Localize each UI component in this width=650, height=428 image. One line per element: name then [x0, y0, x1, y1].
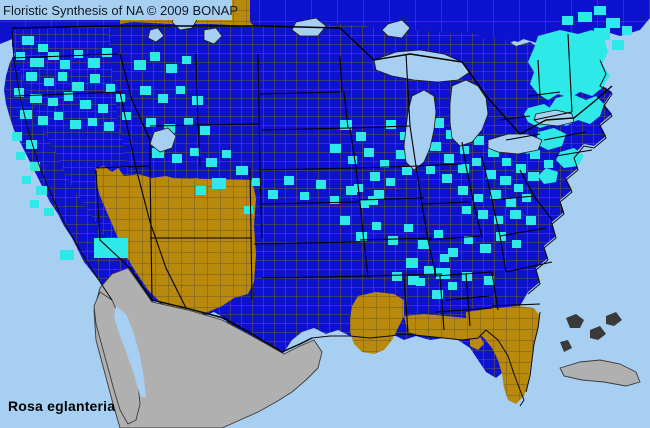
absent-gold-regions: [96, 166, 540, 404]
gold-louisiana: [350, 292, 404, 354]
map-title-banner: Floristic Synthesis of NA © 2009 BONAP: [0, 0, 238, 20]
lake-superior-shape: [373, 49, 471, 83]
species-name-label: Rosa eglanteria: [8, 398, 116, 414]
cuba-region: [559, 359, 641, 387]
outside-coverage-regions: [93, 267, 641, 428]
lake-huron-shape: [449, 79, 489, 147]
gold-gulf-coast: [404, 314, 486, 340]
lake-erie-shape: [487, 133, 543, 155]
map-title-text: Floristic Synthesis of NA © 2009 BONAP: [3, 2, 239, 18]
lake-michigan-shape: [403, 89, 437, 171]
gold-florida: [466, 306, 540, 404]
coastline: [11, 29, 613, 407]
mexico-region: [93, 267, 323, 428]
adventive-cyan-counties: [12, 6, 632, 299]
